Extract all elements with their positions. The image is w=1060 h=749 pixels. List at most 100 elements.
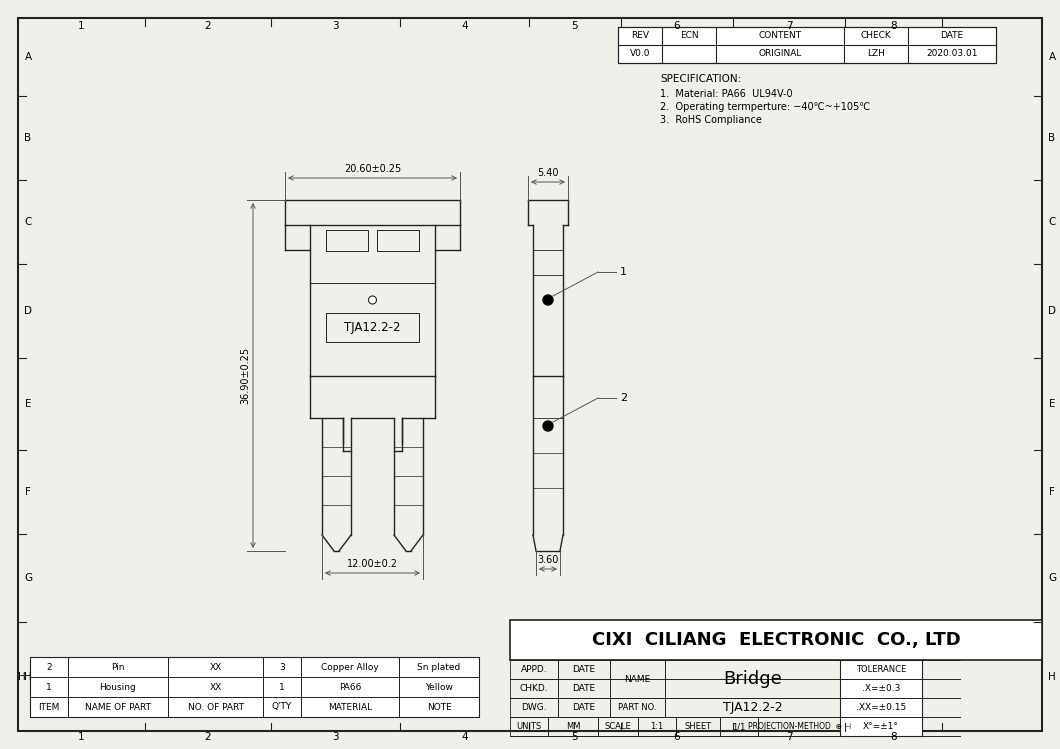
Text: V0.0: V0.0 xyxy=(630,49,650,58)
Text: NAME: NAME xyxy=(624,675,651,684)
Text: 2: 2 xyxy=(205,732,211,742)
Text: PART NO.: PART NO. xyxy=(618,703,657,712)
Text: Q'TY: Q'TY xyxy=(271,703,293,712)
Bar xyxy=(758,717,840,736)
Text: 8: 8 xyxy=(890,732,897,742)
Bar xyxy=(610,660,665,698)
Text: D: D xyxy=(24,306,32,316)
Text: Copper Alloy: Copper Alloy xyxy=(321,663,378,672)
Text: A: A xyxy=(24,52,32,62)
Bar xyxy=(618,27,996,63)
Bar xyxy=(720,717,758,736)
Text: SCALE: SCALE xyxy=(604,722,632,731)
Text: G: G xyxy=(1048,573,1056,583)
Text: .XX=±0.15: .XX=±0.15 xyxy=(855,703,906,712)
Text: C: C xyxy=(1048,217,1056,227)
Text: 2: 2 xyxy=(620,393,628,403)
Text: 8: 8 xyxy=(890,21,897,31)
Text: APPD.: APPD. xyxy=(520,665,547,674)
Text: G: G xyxy=(24,573,32,583)
Bar xyxy=(510,679,558,698)
Circle shape xyxy=(543,295,553,305)
Text: SPECIFICATION:: SPECIFICATION: xyxy=(660,74,741,84)
Text: F: F xyxy=(25,487,31,497)
Text: DATE: DATE xyxy=(572,684,596,693)
Circle shape xyxy=(369,296,376,304)
Text: Sn plated: Sn plated xyxy=(418,663,461,672)
Text: CHKD.: CHKD. xyxy=(519,684,548,693)
Text: 3: 3 xyxy=(279,663,285,672)
Bar xyxy=(326,313,419,342)
Text: CONTENT: CONTENT xyxy=(759,31,801,40)
Circle shape xyxy=(543,421,553,431)
Bar xyxy=(665,660,840,698)
Text: 2020.03.01: 2020.03.01 xyxy=(926,49,977,58)
Bar xyxy=(30,657,479,717)
Text: E: E xyxy=(1048,399,1056,409)
Bar xyxy=(558,698,610,717)
Text: 5.40: 5.40 xyxy=(537,168,559,178)
Bar xyxy=(558,660,610,679)
Text: C: C xyxy=(24,217,32,227)
Bar xyxy=(638,717,676,736)
Text: DATE: DATE xyxy=(572,665,596,674)
Bar xyxy=(510,717,548,736)
Text: XX: XX xyxy=(210,663,222,672)
Text: 4: 4 xyxy=(461,732,467,742)
Text: Bridge: Bridge xyxy=(723,670,782,688)
Bar xyxy=(676,717,720,736)
Bar xyxy=(510,620,1042,660)
Text: ORIGINAL: ORIGINAL xyxy=(758,49,801,58)
Text: 7: 7 xyxy=(785,21,792,31)
Bar xyxy=(548,717,598,736)
Text: 3: 3 xyxy=(332,732,339,742)
Text: Yellow: Yellow xyxy=(425,682,453,691)
Text: B: B xyxy=(1048,133,1056,143)
Text: X°=±1°: X°=±1° xyxy=(863,722,899,731)
Text: ECN: ECN xyxy=(679,31,699,40)
Text: H: H xyxy=(24,672,32,682)
Bar xyxy=(598,717,638,736)
Text: 12.00±0.2: 12.00±0.2 xyxy=(347,559,398,569)
Text: TOLERANCE: TOLERANCE xyxy=(855,665,906,674)
Text: NO. OF PART: NO. OF PART xyxy=(188,703,244,712)
Bar xyxy=(510,660,558,679)
Text: H: H xyxy=(1048,672,1056,682)
Text: CIXI  CILIANG  ELECTRONIC  CO., LTD: CIXI CILIANG ELECTRONIC CO., LTD xyxy=(591,631,960,649)
Text: MATERIAL: MATERIAL xyxy=(328,703,372,712)
Text: 1: 1 xyxy=(47,682,52,691)
Text: 2.  Operating termperture: −40℃~+105℃: 2. Operating termperture: −40℃~+105℃ xyxy=(660,102,870,112)
Bar xyxy=(326,230,368,251)
Text: 1: 1 xyxy=(279,682,285,691)
Text: DATE: DATE xyxy=(572,703,596,712)
Text: 1: 1 xyxy=(78,21,85,31)
Text: 3.60: 3.60 xyxy=(537,555,559,565)
Text: D: D xyxy=(1048,306,1056,316)
Text: NOTE: NOTE xyxy=(426,703,452,712)
Text: 1: 1 xyxy=(620,267,628,277)
Text: 6: 6 xyxy=(674,21,681,31)
Bar xyxy=(610,698,665,717)
Text: 3.  RoHS Compliance: 3. RoHS Compliance xyxy=(660,115,762,125)
Text: H: H xyxy=(18,672,25,682)
Text: A: A xyxy=(1048,52,1056,62)
Text: 3: 3 xyxy=(332,21,339,31)
Text: MM: MM xyxy=(566,722,580,731)
Text: 2: 2 xyxy=(205,21,211,31)
Text: TJA12.2-2: TJA12.2-2 xyxy=(723,701,782,714)
Text: SHEET: SHEET xyxy=(685,722,711,731)
Text: XX: XX xyxy=(210,682,222,691)
Text: UNITS: UNITS xyxy=(516,722,542,731)
Text: B: B xyxy=(24,133,32,143)
Text: TJA12.2-2: TJA12.2-2 xyxy=(344,321,401,334)
Text: 1:1: 1:1 xyxy=(651,722,664,731)
Text: LZH: LZH xyxy=(867,49,885,58)
Text: .X=±0.3: .X=±0.3 xyxy=(862,684,900,693)
Text: Pin: Pin xyxy=(111,663,125,672)
Text: DWG.: DWG. xyxy=(522,703,547,712)
Text: ITEM: ITEM xyxy=(38,703,59,712)
Text: F: F xyxy=(1049,487,1055,497)
Text: REV: REV xyxy=(631,31,649,40)
Text: 1: 1 xyxy=(78,732,85,742)
Text: CHECK: CHECK xyxy=(861,31,891,40)
